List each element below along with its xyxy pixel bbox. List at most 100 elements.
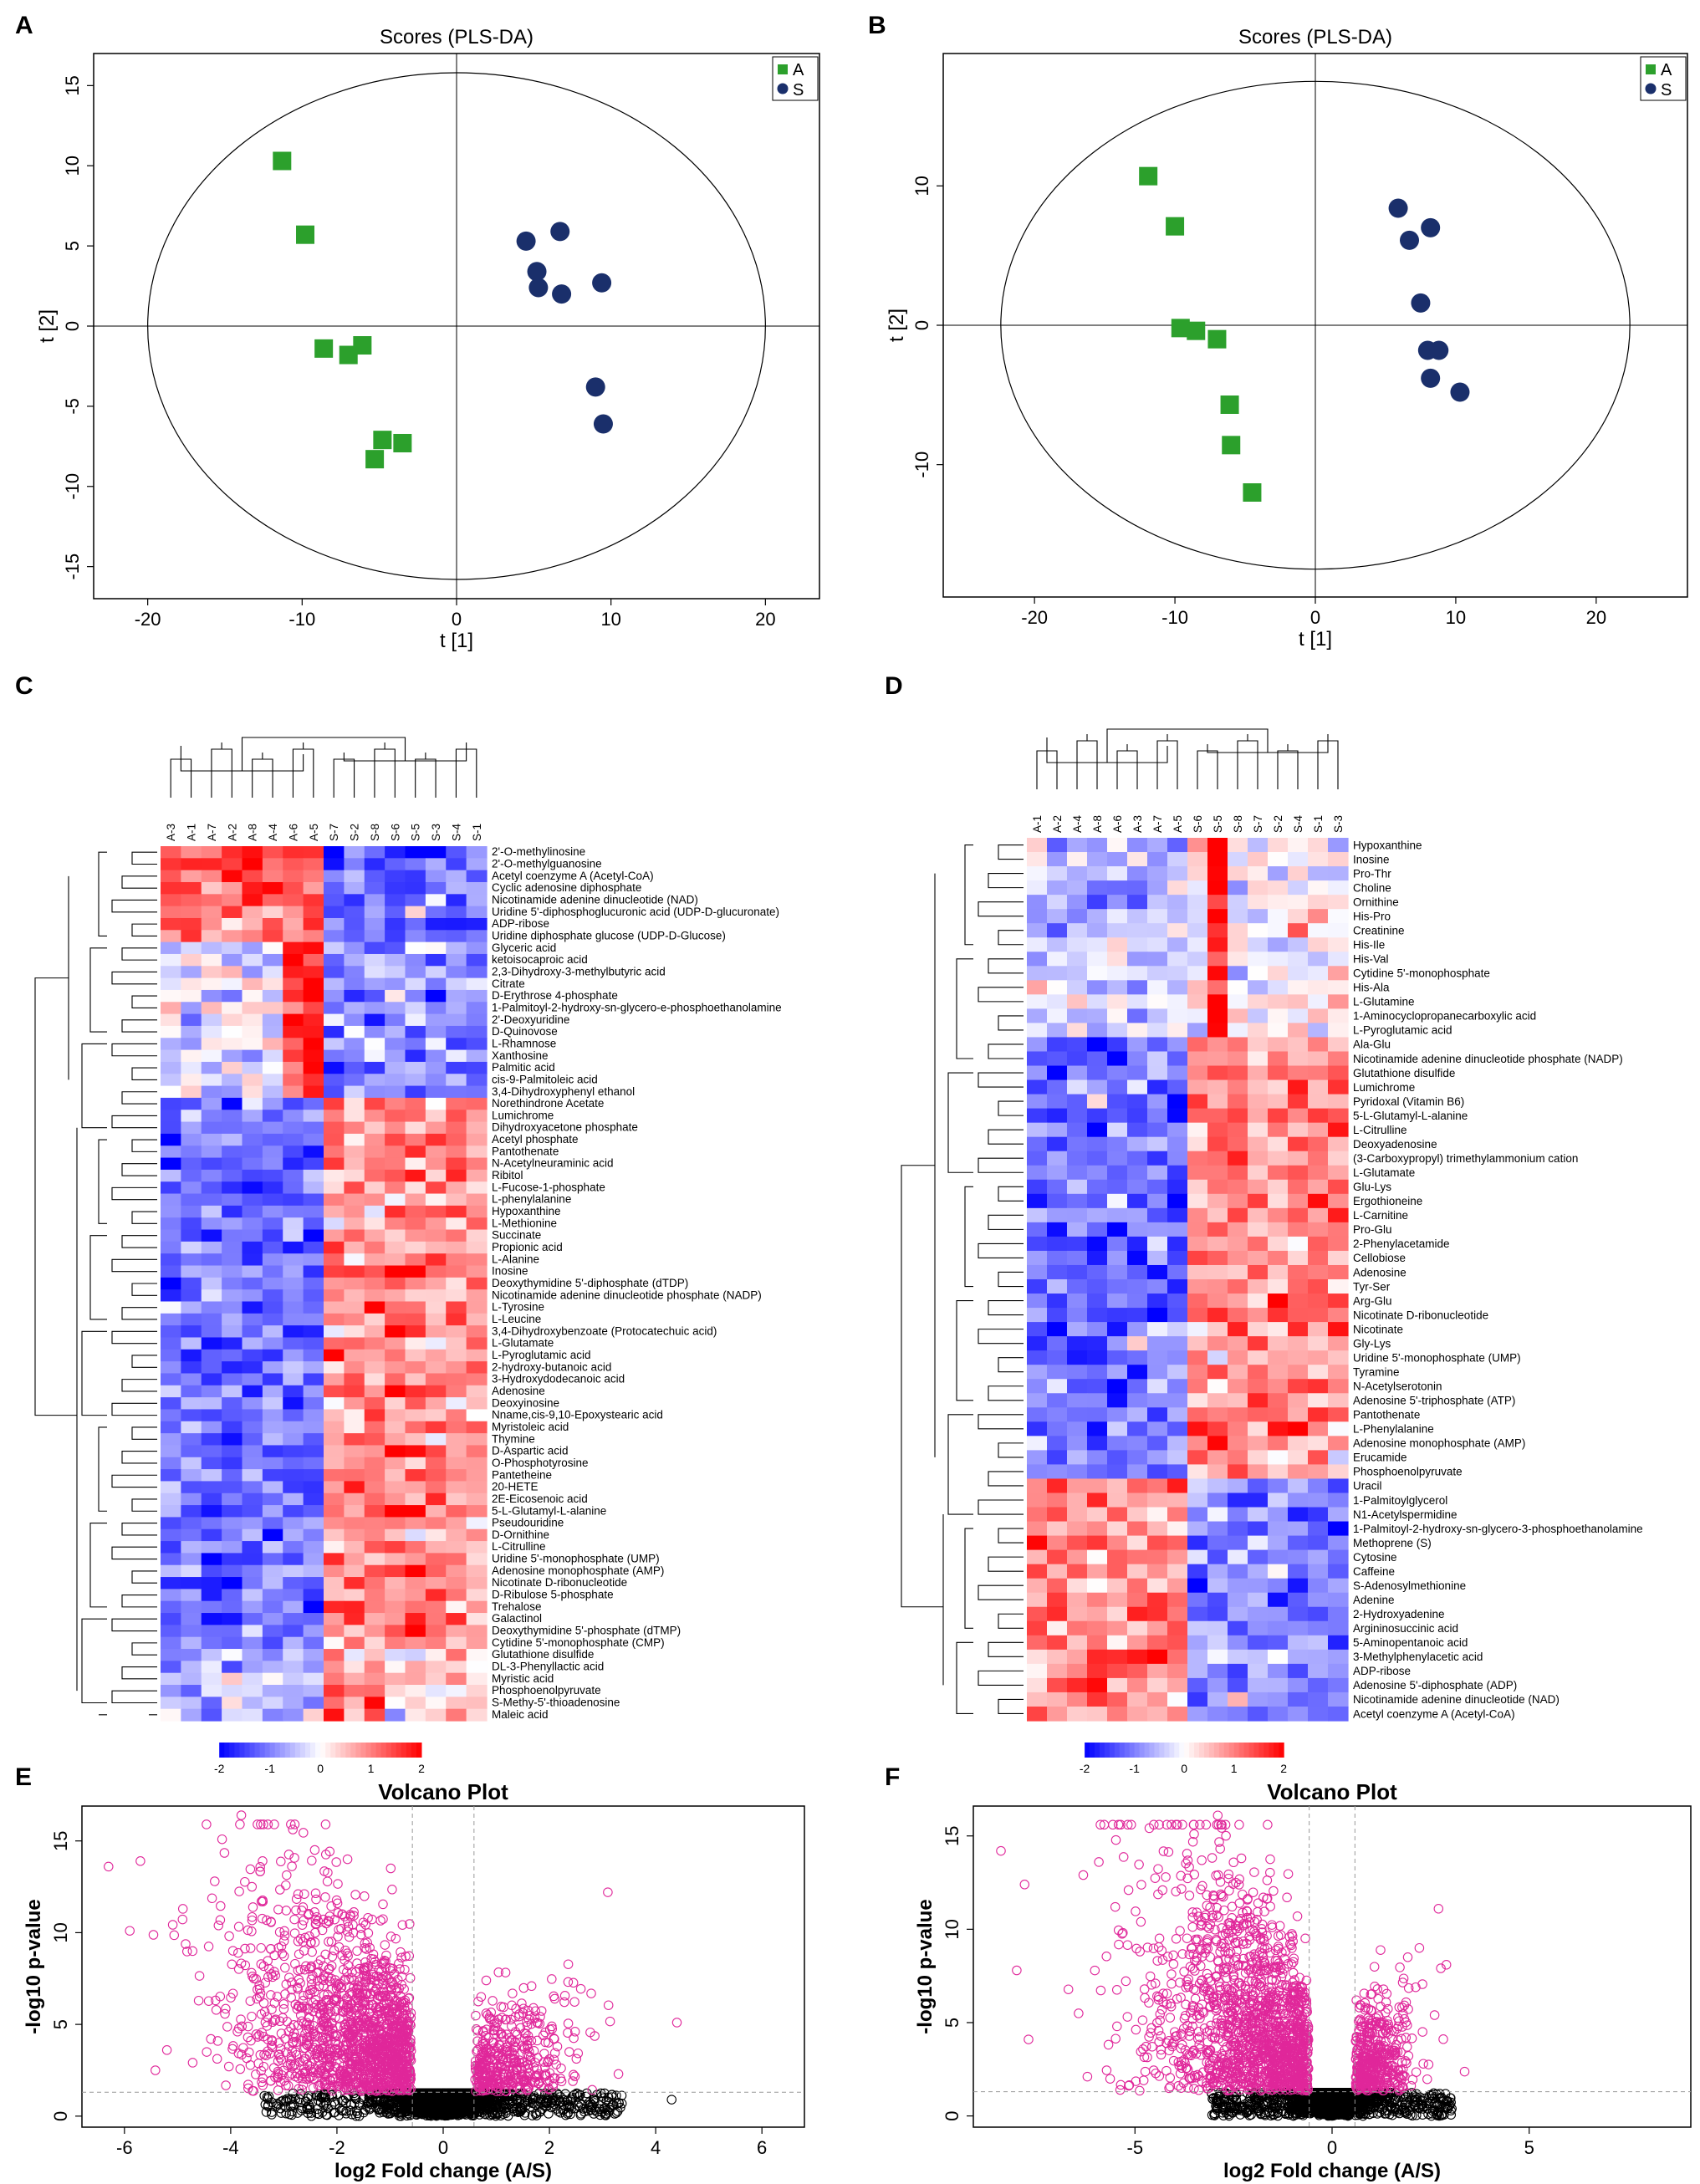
heatmap-cell xyxy=(1328,1264,1349,1280)
heatmap-cell xyxy=(242,1517,263,1530)
heatmap-cell xyxy=(446,1528,467,1542)
heatmap-cell xyxy=(1228,1179,1248,1195)
heatmap-cell xyxy=(344,1421,365,1434)
heatmap-cell xyxy=(1248,1207,1269,1223)
heatmap-cell xyxy=(364,1038,385,1051)
heatmap-cell xyxy=(242,1636,263,1650)
heatmap-cell xyxy=(161,966,181,979)
heatmap-cell xyxy=(1087,1264,1108,1280)
heatmap-cell xyxy=(324,1121,345,1135)
heatmap-cell xyxy=(446,1600,467,1614)
heatmap-cell xyxy=(201,1697,222,1710)
heatmap-cell xyxy=(262,1085,283,1099)
heatmap-cell xyxy=(283,1241,304,1254)
y-tick-label: 10 xyxy=(911,176,932,196)
heatmap-cell xyxy=(1147,1094,1168,1110)
heatmap-cell xyxy=(344,1169,365,1182)
heatmap-cell xyxy=(344,966,365,979)
heatmap-cell xyxy=(1107,1507,1128,1523)
heatmap-cell xyxy=(1167,1635,1188,1651)
heatmap-cell xyxy=(1047,1065,1068,1081)
heatmap-cell xyxy=(1288,1250,1309,1266)
heatmap-cell xyxy=(201,1636,222,1650)
heatmap-cell xyxy=(425,1121,447,1135)
heatmap-cell xyxy=(181,1672,202,1686)
heatmap-cell xyxy=(1027,1151,1048,1166)
heatmap-cell xyxy=(1107,1620,1128,1636)
heatmap-cell xyxy=(1248,937,1269,952)
heatmap-cell xyxy=(425,1613,447,1625)
heatmap-cell xyxy=(1127,1193,1148,1209)
heatmap-cell xyxy=(344,1481,365,1494)
heatmap-cell xyxy=(283,1361,304,1375)
heatmap-cell xyxy=(364,1517,385,1530)
heatmap-cell xyxy=(1087,1294,1108,1309)
heatmap-cell xyxy=(1328,1464,1349,1480)
heatmap-cell xyxy=(1207,895,1228,910)
heatmap-cell xyxy=(1328,1136,1349,1152)
heatmap-cell xyxy=(222,1277,243,1290)
heatmap-cell xyxy=(1248,1294,1269,1309)
heatmap-cell xyxy=(1248,880,1269,896)
heatmap-cell xyxy=(1107,1478,1128,1494)
heatmap-cell xyxy=(1147,838,1168,853)
heatmap-cell xyxy=(1067,1393,1088,1408)
heatmap-cell xyxy=(385,989,406,1003)
volcano-point xyxy=(288,1824,298,1834)
heatmap-cell xyxy=(344,1325,365,1339)
heatmap-cell xyxy=(466,1517,488,1530)
heatmap-cell xyxy=(1167,1649,1188,1665)
heatmap-cell xyxy=(425,1265,447,1278)
heatmap-cell xyxy=(1288,1279,1309,1294)
plot-title-e: Volcano Plot xyxy=(378,1779,508,1804)
heatmap-cell xyxy=(303,1553,324,1566)
heatmap-cell xyxy=(283,953,304,967)
heatmap-cell xyxy=(1207,1079,1228,1095)
heatmap-cell xyxy=(364,1421,385,1434)
heatmap-cell xyxy=(1248,1436,1269,1451)
heatmap-cell xyxy=(1288,1379,1309,1394)
heatmap-cell xyxy=(1248,1023,1269,1038)
heatmap-cell xyxy=(1027,1108,1048,1124)
heatmap-cell xyxy=(344,1385,365,1398)
heatmap-cell xyxy=(1308,1706,1329,1722)
heatmap-row-label: L-Glutamate xyxy=(1353,1166,1415,1179)
heatmap-cell xyxy=(1127,1521,1148,1537)
heatmap-cell xyxy=(1027,1294,1048,1309)
heatmap-cell xyxy=(344,906,365,919)
heatmap-cell xyxy=(181,906,202,919)
heatmap-cell xyxy=(1328,1407,1349,1422)
heatmap-cell xyxy=(1328,1493,1349,1508)
heatmap-cell xyxy=(242,1625,263,1638)
heatmap-cell xyxy=(262,989,283,1003)
heatmap-cell xyxy=(1107,1037,1128,1053)
heatmap-cell xyxy=(446,1553,467,1566)
heatmap-cell xyxy=(262,1685,283,1697)
heatmap-cell xyxy=(1308,1207,1329,1223)
heatmap-row-label: Myristoleic acid xyxy=(492,1421,569,1433)
score-point-A xyxy=(1243,483,1262,502)
heatmap-cell xyxy=(242,1193,263,1207)
heatmap-cell xyxy=(1328,1692,1349,1707)
heatmap-cell xyxy=(1308,980,1329,995)
heatmap-cell xyxy=(344,881,365,895)
heatmap-cell xyxy=(262,953,283,967)
heatmap-row-label: Creatinine xyxy=(1353,924,1405,936)
volcano-point xyxy=(397,2096,408,2107)
heatmap-cell xyxy=(1107,1094,1128,1110)
heatmap-cell xyxy=(283,1049,304,1063)
heatmap-cell xyxy=(446,917,467,931)
heatmap-cell xyxy=(1147,1193,1168,1209)
heatmap-cell xyxy=(201,953,222,967)
heatmap-cell xyxy=(161,1181,181,1195)
heatmap-cell xyxy=(446,1708,467,1722)
heatmap-cell xyxy=(1207,1421,1228,1436)
heatmap-cell xyxy=(1047,923,1068,938)
heatmap-cell xyxy=(283,1193,304,1207)
heatmap-cell xyxy=(385,1636,406,1650)
heatmap-cell xyxy=(262,1589,283,1602)
heatmap-cell xyxy=(1107,966,1128,981)
heatmap-cell xyxy=(161,1289,181,1303)
heatmap-cell xyxy=(405,1253,426,1267)
heatmap-cell xyxy=(1027,866,1048,881)
